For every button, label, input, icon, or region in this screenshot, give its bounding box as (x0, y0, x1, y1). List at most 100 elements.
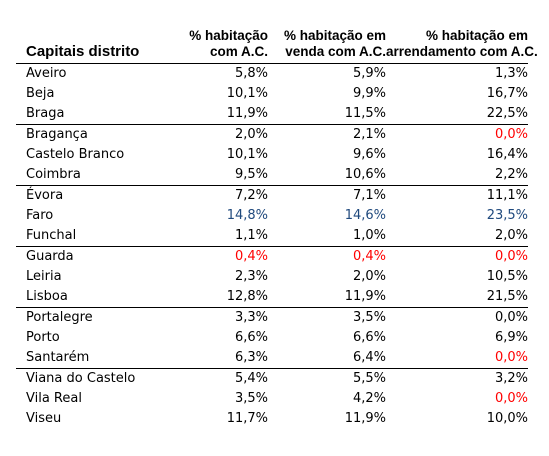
pct-habitacao-cell: 3,5% (234, 391, 268, 406)
table-row: Braga 11,9% 11,5% 22,5% (16, 104, 528, 125)
pct-venda-cell: 0,4% (352, 249, 386, 264)
pct-arrendamento-cell: 0,0% (386, 348, 528, 369)
city-name-cell: Porto (26, 330, 60, 345)
pct-habitacao-cell: 12,8% (154, 287, 268, 308)
table-row: Lisboa 12,8% 11,9% 21,5% (16, 287, 528, 308)
header-capitais-distrito: Capitais distrito (16, 28, 154, 64)
pct-venda-cell: 6,6% (352, 330, 386, 345)
pct-venda-cell: 10,6% (268, 165, 386, 186)
table-row: Viana do Castelo 5,4% 5,5% 3,2% (16, 369, 528, 390)
city-name-cell: Aveiro (26, 66, 67, 81)
table-row: Faro 14,8% 14,6% 23,5% (16, 206, 528, 226)
pct-arrendamento-cell: 2,2% (386, 165, 528, 186)
pct-venda-cell: 7,1% (352, 188, 386, 203)
pct-arrendamento-cell: 0,0% (494, 391, 528, 406)
pct-venda-cell: 1,0% (268, 226, 386, 247)
header-line: arrendamento com A.C. (386, 44, 538, 59)
pct-arrendamento-cell: 23,5% (486, 208, 528, 223)
header-arrendamento-ac: % habitação em arrendamento com A.C. (386, 28, 538, 64)
city-name-cell: Funchal (16, 226, 154, 247)
city-name-cell: Lisboa (16, 287, 154, 308)
table-row: Évora 7,2% 7,1% 11,1% (16, 186, 528, 207)
pct-arrendamento-cell: 3,2% (494, 371, 528, 386)
table-row: Vila Real 3,5% 4,2% 0,0% (16, 389, 528, 409)
pct-venda-cell: 9,9% (352, 86, 386, 101)
header-line: % habitação (189, 28, 268, 43)
pct-venda-cell: 9,6% (352, 147, 386, 162)
header-line: venda com A.C. (285, 44, 386, 59)
table-row: Viseu 11,7% 11,9% 10,0% (16, 409, 528, 429)
pct-arrendamento-cell: 0,0% (494, 127, 528, 142)
city-name-cell: Castelo Branco (26, 147, 125, 162)
pct-habitacao-cell: 10,1% (226, 147, 268, 162)
header-venda-ac: % habitação em venda com A.C. (268, 28, 386, 64)
pct-arrendamento-cell: 11,1% (486, 188, 528, 203)
pct-venda-cell: 6,4% (268, 348, 386, 369)
city-name-cell: Faro (26, 208, 54, 223)
pct-venda-cell: 2,1% (352, 127, 386, 142)
city-name-cell: Beja (26, 86, 55, 101)
city-name-cell: Viana do Castelo (26, 371, 136, 386)
table-row: Castelo Branco 10,1% 9,6% 16,4% (16, 145, 528, 165)
header-line: % habitação em (283, 28, 386, 43)
pct-habitacao-cell: 6,3% (154, 348, 268, 369)
pct-arrendamento-cell: 16,7% (486, 86, 528, 101)
city-name-cell: Évora (26, 188, 64, 203)
city-name-cell: Leiria (26, 269, 62, 284)
city-name-cell: Braga (16, 104, 154, 125)
ac-housing-table: Capitais distrito % habitação com A.C. %… (16, 28, 538, 430)
pct-venda-cell: 11,9% (268, 287, 386, 308)
pct-arrendamento-cell: 2,0% (386, 226, 528, 247)
pct-arrendamento-cell: 16,4% (486, 147, 528, 162)
pct-habitacao-cell: 0,4% (234, 249, 268, 264)
table-body: Aveiro 5,8% 5,9% 1,3% Beja 10,1% 9,9% 16,7% Brag… (16, 64, 528, 430)
header-line: % habitação em (425, 28, 528, 43)
pct-venda-cell: 11,5% (268, 104, 386, 125)
pct-habitacao-cell: 9,5% (154, 165, 268, 186)
table-row: Guarda 0,4% 0,4% 0,0% (16, 247, 528, 268)
pct-arrendamento-cell: 22,5% (386, 104, 528, 125)
pct-habitacao-cell: 11,7% (226, 411, 268, 426)
pct-habitacao-cell: 1,1% (154, 226, 268, 247)
table-row: Aveiro 5,8% 5,9% 1,3% (16, 64, 528, 85)
pct-arrendamento-cell: 6,9% (494, 330, 528, 345)
city-name-cell: Coimbra (16, 165, 154, 186)
pct-venda-cell: 14,6% (344, 208, 386, 223)
table-row: Coimbra 9,5% 10,6% 2,2% (16, 165, 528, 186)
header-line: Capitais distrito (26, 43, 140, 60)
pct-habitacao-cell: 3,3% (234, 310, 268, 325)
city-name-cell: Viseu (26, 411, 62, 426)
pct-venda-cell: 5,9% (352, 66, 386, 81)
pct-habitacao-cell: 11,9% (154, 104, 268, 125)
city-name-cell: Bragança (26, 127, 88, 142)
pct-habitacao-cell: 5,8% (234, 66, 268, 81)
pct-habitacao-cell: 6,6% (234, 330, 268, 345)
pct-habitacao-cell: 2,3% (234, 269, 268, 284)
pct-habitacao-cell: 10,1% (226, 86, 268, 101)
pct-arrendamento-cell: 1,3% (494, 66, 528, 81)
pct-arrendamento-cell: 0,0% (494, 310, 528, 325)
pct-arrendamento-cell: 21,5% (386, 287, 528, 308)
table-row: Funchal 1,1% 1,0% 2,0% (16, 226, 528, 247)
header-habitacao-ac: % habitação com A.C. (154, 28, 268, 64)
pct-arrendamento-cell: 10,5% (486, 269, 528, 284)
header-row: Capitais distrito % habitação com A.C. %… (16, 28, 538, 64)
city-name-cell: Santarém (16, 348, 154, 369)
city-name-cell: Portalegre (26, 310, 93, 325)
header-line: com A.C. (209, 44, 268, 59)
pct-venda-cell: 4,2% (352, 391, 386, 406)
pct-arrendamento-cell: 0,0% (494, 249, 528, 264)
pct-habitacao-cell: 14,8% (226, 208, 268, 223)
table-row: Leiria 2,3% 2,0% 10,5% (16, 267, 528, 287)
pct-arrendamento-cell: 10,0% (486, 411, 528, 426)
pct-habitacao-cell: 5,4% (234, 371, 268, 386)
table-row: Portalegre 3,3% 3,5% 0,0% (16, 308, 528, 329)
pct-venda-cell: 3,5% (352, 310, 386, 325)
table-row: Santarém 6,3% 6,4% 0,0% (16, 348, 528, 369)
pct-habitacao-cell: 7,2% (234, 188, 268, 203)
table-row: Porto 6,6% 6,6% 6,9% (16, 328, 528, 348)
table-row: Beja 10,1% 9,9% 16,7% (16, 84, 528, 104)
city-name-cell: Vila Real (26, 391, 82, 406)
city-name-cell: Guarda (26, 249, 74, 264)
pct-venda-cell: 2,0% (352, 269, 386, 284)
